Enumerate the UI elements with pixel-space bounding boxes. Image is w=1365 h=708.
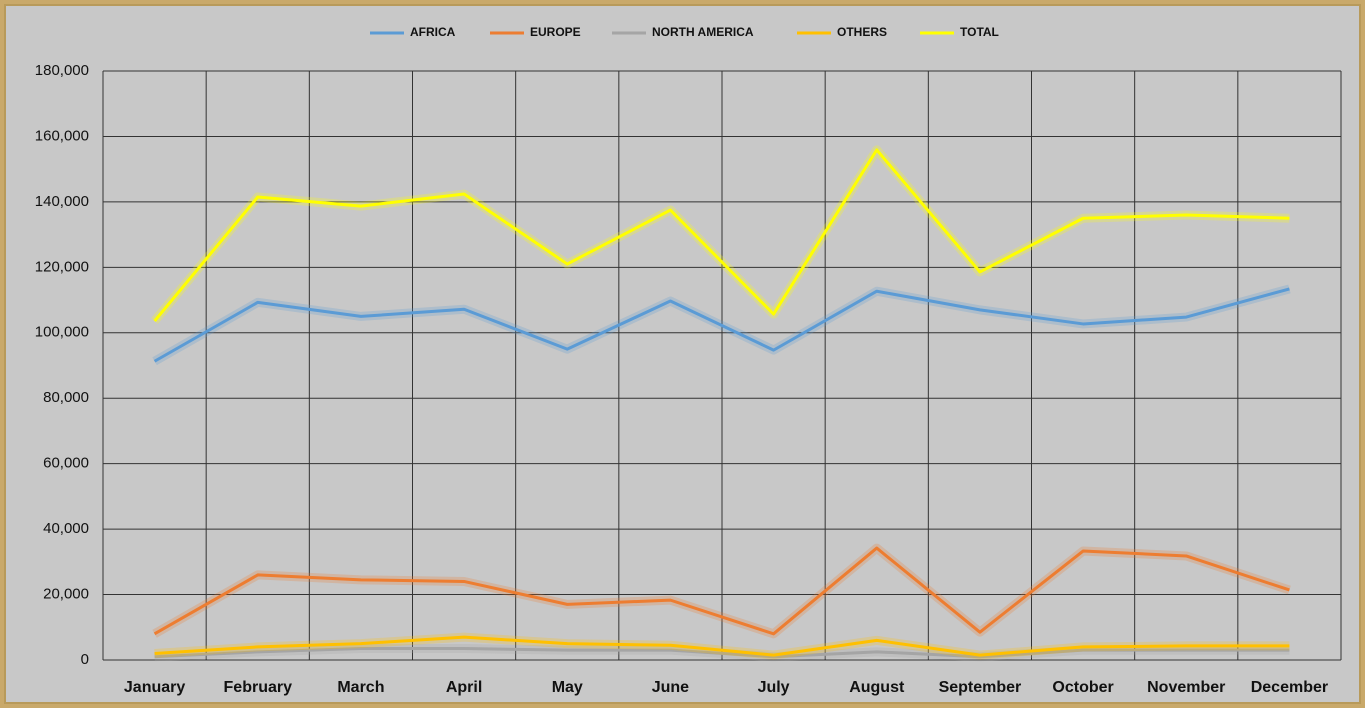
x-tick-label: January bbox=[124, 679, 185, 696]
x-tick-label: December bbox=[1251, 679, 1328, 696]
y-tick-label: 120,000 bbox=[35, 258, 89, 275]
y-tick-label: 160,000 bbox=[35, 127, 89, 144]
series-line bbox=[153, 148, 1290, 322]
x-tick-label: February bbox=[224, 679, 293, 696]
legend-label: EUROPE bbox=[530, 25, 581, 39]
x-tick-label: April bbox=[446, 679, 482, 696]
x-tick-label: May bbox=[552, 679, 583, 696]
y-tick-label: 180,000 bbox=[35, 62, 89, 79]
y-tick-label: 60,000 bbox=[43, 455, 89, 472]
legend-label: NORTH AMERICA bbox=[652, 25, 754, 39]
legend-label: OTHERS bbox=[837, 25, 887, 39]
x-tick-label: March bbox=[337, 679, 384, 696]
x-tick-label: November bbox=[1147, 679, 1225, 696]
legend-label: TOTAL bbox=[960, 25, 999, 39]
series-line bbox=[153, 287, 1290, 363]
series-line bbox=[154, 647, 1290, 659]
series-line bbox=[153, 546, 1290, 636]
x-tick-label: September bbox=[939, 679, 1022, 696]
legend-label: AFRICA bbox=[410, 25, 456, 39]
x-tick-label: July bbox=[758, 679, 790, 696]
x-tick-label: June bbox=[652, 679, 689, 696]
y-tick-label: 140,000 bbox=[35, 193, 89, 210]
series-line bbox=[154, 635, 1290, 657]
x-tick-label: August bbox=[849, 679, 905, 696]
x-tick-label: October bbox=[1052, 679, 1113, 696]
y-tick-label: 20,000 bbox=[43, 586, 89, 603]
y-tick-label: 40,000 bbox=[43, 520, 89, 537]
y-tick-label: 100,000 bbox=[35, 324, 89, 341]
y-tick-label: 80,000 bbox=[43, 389, 89, 406]
y-tick-label: 0 bbox=[81, 651, 89, 668]
